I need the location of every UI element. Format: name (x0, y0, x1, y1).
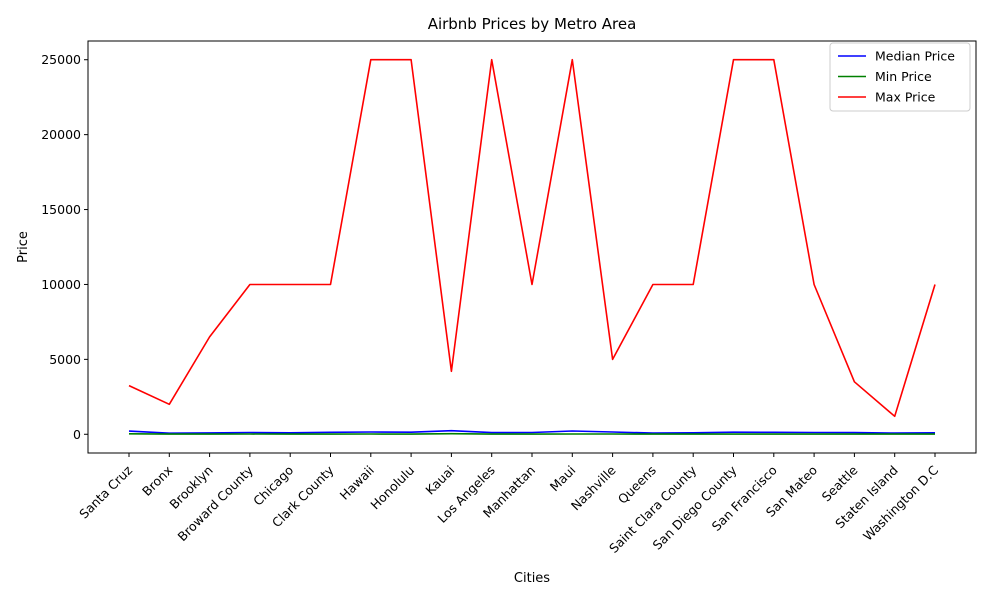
y-axis-title: Price (16, 231, 31, 263)
series-line-median-price (128, 429, 936, 435)
legend: Median Price Min Price Max Price (829, 42, 971, 112)
series-lines (128, 58, 936, 435)
x-tick-label: Honolulu (367, 463, 417, 513)
x-tick-label: Bronx (139, 463, 175, 499)
y-tick-label: 5000 (49, 352, 81, 367)
y-tick-label: 20000 (41, 127, 81, 142)
y-tick-label: 15000 (41, 202, 81, 217)
series-line-max-price (128, 58, 936, 418)
chart-title: Airbnb Prices by Metro Area (428, 15, 637, 33)
y-tick-label: 0 (73, 427, 81, 442)
x-tick-label: Maui (547, 463, 579, 495)
y-tick-label: 10000 (41, 277, 81, 292)
x-tick-label: Santa Cruz (76, 462, 135, 521)
x-tick-label: Broward County (174, 462, 256, 544)
legend-box (829, 42, 971, 112)
x-tick-label: Kauai (422, 463, 457, 498)
legend-label: Min Price (875, 69, 932, 84)
x-axis-title: Cities (514, 571, 550, 586)
legend-label: Max Price (875, 90, 936, 105)
x-tick-label: Nashville (568, 462, 619, 513)
y-axis: 0 5000 10000 15000 20000 25000 (41, 52, 88, 442)
x-tick-label: Hawaii (337, 463, 377, 503)
legend-label: Median Price (875, 49, 955, 64)
y-tick-label: 25000 (41, 52, 81, 67)
x-tick-label: Washington D.C (860, 462, 941, 543)
